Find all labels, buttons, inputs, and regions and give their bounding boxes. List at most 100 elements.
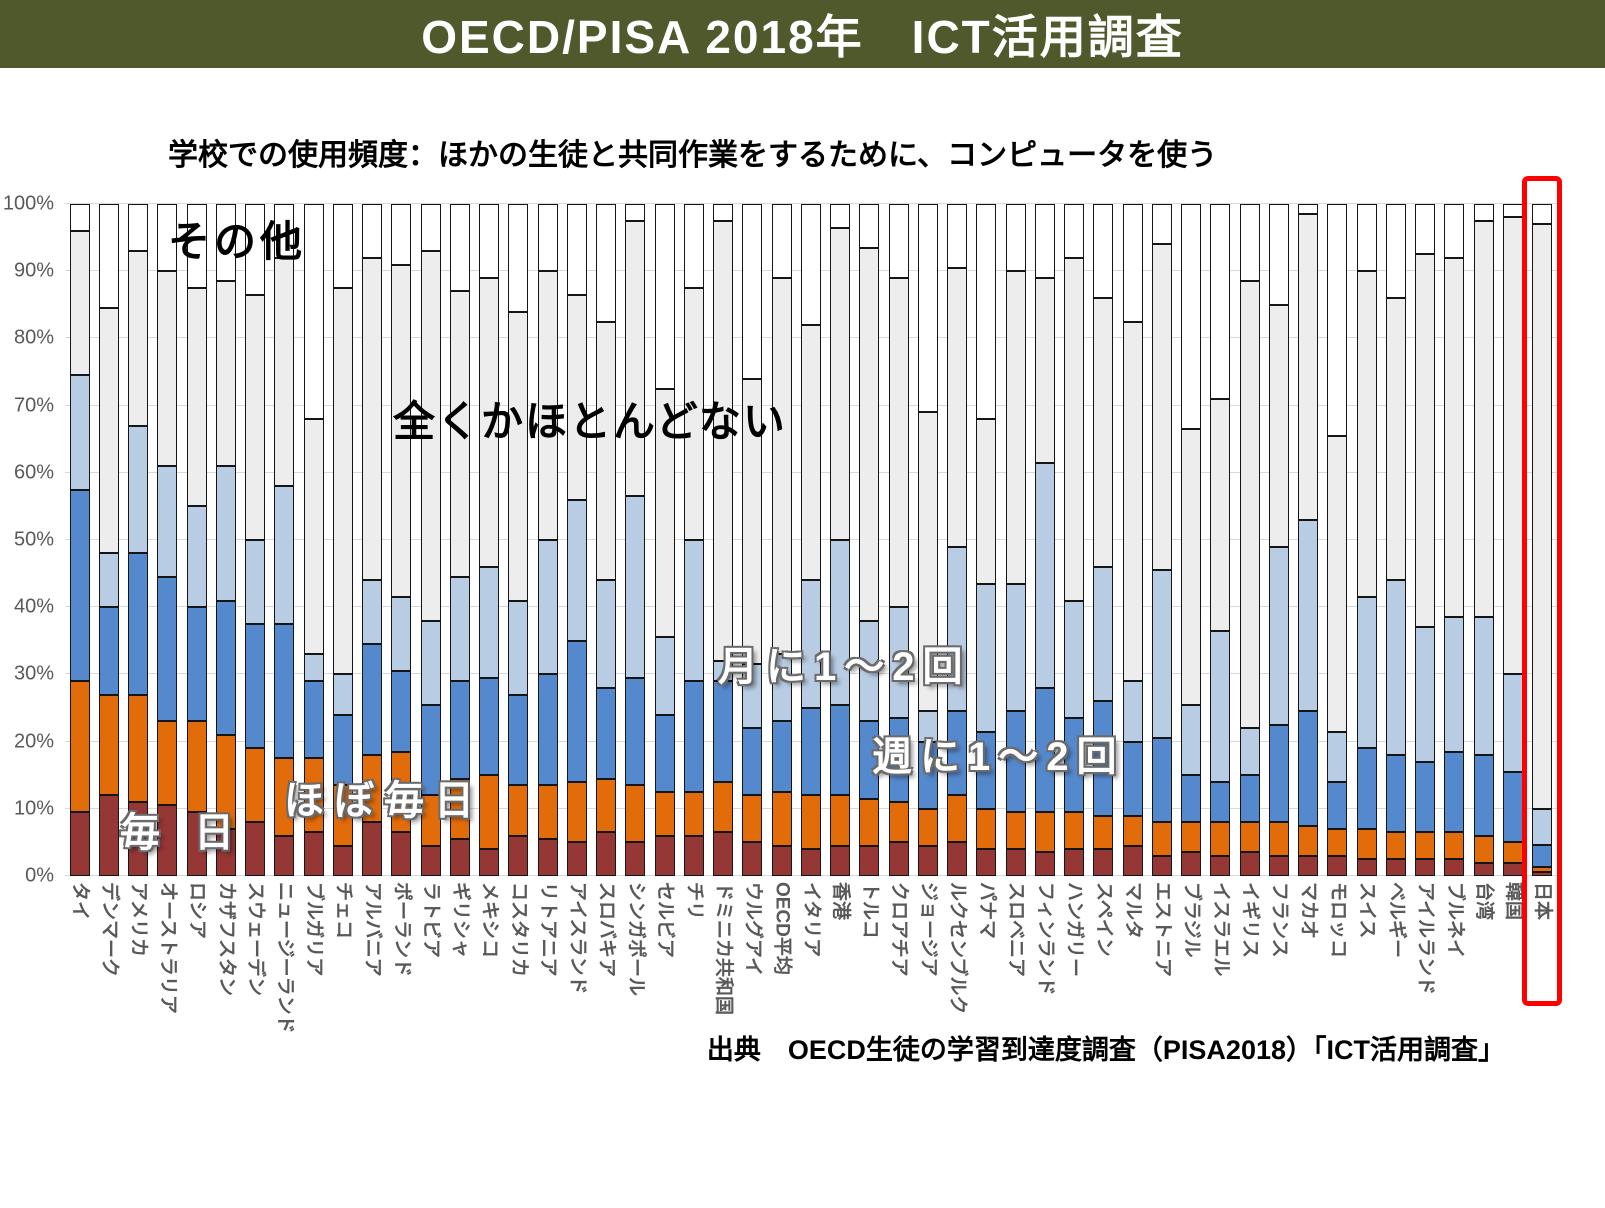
bar-segment xyxy=(157,204,178,272)
bar-segment xyxy=(1005,204,1026,272)
x-label: ブルガリア xyxy=(303,882,325,977)
bar-segment xyxy=(420,845,441,876)
bar-segment xyxy=(1502,217,1523,675)
y-tick-label: 80% xyxy=(13,326,54,349)
x-label-slot: デンマーク xyxy=(94,882,123,1082)
bar-segment xyxy=(1034,852,1055,876)
bar xyxy=(654,204,675,876)
x-label: ポーランド xyxy=(391,882,413,978)
bar-segment xyxy=(186,812,207,876)
x-label: オーストラリア xyxy=(157,882,179,1015)
bar-slot xyxy=(211,204,240,876)
bar-segment xyxy=(157,805,178,876)
bar-segment xyxy=(1356,271,1377,598)
bar-segment xyxy=(1532,224,1553,809)
bar-segment xyxy=(274,758,295,836)
bar-segment xyxy=(1502,771,1523,843)
bar-segment xyxy=(1502,204,1523,218)
bar-segment xyxy=(976,419,997,584)
bar-segment xyxy=(1181,775,1202,823)
bar-segment xyxy=(976,731,997,809)
bar-segment xyxy=(1239,728,1260,776)
bar-slot xyxy=(445,204,474,876)
y-axis: 0% 10% 20% 30% 40% 50% 60% 70% 80% 90% 100% xyxy=(0,193,58,887)
x-label-slot: スロバキア xyxy=(592,882,621,1082)
bar-segment xyxy=(1181,429,1202,705)
bar-segment xyxy=(245,822,266,876)
x-label-slot: カザフスタン xyxy=(211,882,240,1082)
x-label: ブラジル xyxy=(1181,882,1203,958)
x-label-slot: スウェーデン xyxy=(241,882,270,1082)
x-label-slot: ドミニカ共和国 xyxy=(709,882,738,1082)
bar-slot xyxy=(1264,204,1293,876)
bar-segment xyxy=(625,220,646,497)
bar-slot xyxy=(650,204,679,876)
bar-segment xyxy=(1298,214,1319,520)
x-label-slot: チェコ xyxy=(328,882,357,1082)
bar-segment xyxy=(596,687,617,779)
bar-segment xyxy=(888,718,909,803)
bar-segment xyxy=(771,845,792,876)
bar-segment xyxy=(449,204,470,292)
bar-segment xyxy=(859,798,880,846)
bar-segment xyxy=(1151,855,1172,876)
bar-segment xyxy=(625,496,646,678)
bar xyxy=(508,204,529,876)
bar-segment xyxy=(362,822,383,876)
bar-segment xyxy=(1356,748,1377,829)
y-tick-label: 70% xyxy=(13,394,54,417)
bar-segment xyxy=(1181,704,1202,776)
bar-segment xyxy=(69,375,90,490)
page-title: OECD/PISA 2018年 ICT活用調査 xyxy=(421,11,1184,63)
bar-segment xyxy=(245,748,266,823)
x-label-slot: ベルギー xyxy=(1381,882,1410,1082)
bar xyxy=(1005,204,1026,876)
bar-segment xyxy=(1532,808,1553,846)
bar-segment xyxy=(245,204,266,295)
bar-segment xyxy=(566,640,587,782)
bar-segment xyxy=(771,654,792,722)
bar xyxy=(1385,204,1406,876)
x-label-slot: トルコ xyxy=(855,882,884,1082)
bar-segment xyxy=(479,204,500,278)
x-label-slot: ニュージーランド xyxy=(270,882,299,1082)
bar-segment xyxy=(1093,849,1114,876)
bars xyxy=(65,204,1557,876)
bar-segment xyxy=(274,486,295,625)
bar-segment xyxy=(508,835,529,876)
bar-segment xyxy=(1005,271,1026,584)
bar-slot xyxy=(1147,204,1176,876)
x-label: チリ xyxy=(683,882,705,921)
bar-slot xyxy=(1411,204,1440,876)
bar xyxy=(1122,204,1143,876)
x-label: シンガポール xyxy=(625,882,647,997)
bar-segment xyxy=(830,540,851,705)
x-label: 香港 xyxy=(830,882,852,921)
bar-segment xyxy=(1210,398,1231,631)
bar-segment xyxy=(596,321,617,581)
bar-segment xyxy=(888,277,909,608)
bar-segment xyxy=(479,677,500,776)
bar-segment xyxy=(683,792,704,836)
bar-segment xyxy=(625,677,646,786)
y-tick-label: 50% xyxy=(13,528,54,551)
bar xyxy=(362,204,383,876)
bar-segment xyxy=(420,251,441,621)
x-label: ブルネイ xyxy=(1444,882,1466,959)
bar-slot xyxy=(299,204,328,876)
bar xyxy=(215,204,236,876)
bar-segment xyxy=(917,845,938,876)
bar-slot xyxy=(592,204,621,876)
bar-segment xyxy=(1181,822,1202,853)
bar-segment xyxy=(859,620,880,722)
bar xyxy=(1444,204,1465,876)
x-label-slot: ウルグアイ xyxy=(738,882,767,1082)
x-label: スイス xyxy=(1356,882,1378,939)
bar xyxy=(69,204,90,876)
bar-segment xyxy=(1473,204,1494,221)
bar-segment xyxy=(713,220,734,661)
x-label: ドミニカ共和国 xyxy=(713,882,735,1016)
bar xyxy=(742,204,763,876)
bar xyxy=(1034,204,1055,876)
